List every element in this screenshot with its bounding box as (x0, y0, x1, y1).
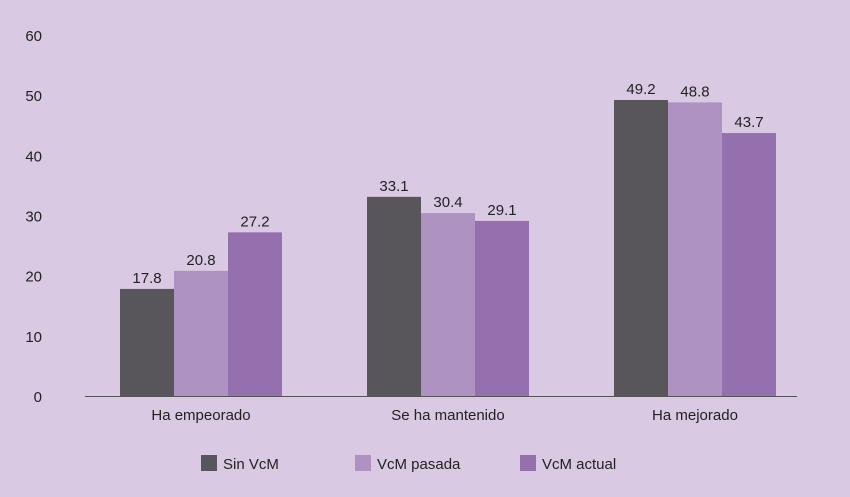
bar (421, 213, 475, 396)
bar (722, 133, 776, 397)
bar (174, 270, 228, 396)
y-tick-label: 20 (25, 269, 42, 286)
bar (475, 220, 529, 396)
legend-swatch (201, 455, 217, 471)
legend-label: Sin VcM (223, 456, 279, 473)
y-tick-label: 10 (25, 329, 42, 346)
data-label: 29.1 (487, 202, 516, 219)
y-tick-label: 40 (25, 148, 42, 165)
data-label: 30.4 (433, 194, 462, 211)
data-label: 33.1 (379, 178, 408, 195)
category-label: Ha mejorado (652, 407, 738, 424)
bar (614, 99, 668, 396)
bar (228, 232, 282, 396)
data-label: 48.8 (680, 83, 709, 100)
category-label: Ha empeorado (151, 407, 250, 424)
legend-swatch (355, 455, 371, 471)
legend-label: VcM actual (542, 456, 616, 473)
bar (668, 102, 722, 397)
data-label: 49.2 (626, 81, 655, 98)
bars-group (120, 99, 776, 397)
data-label: 43.7 (734, 114, 763, 131)
y-axis-ticks: 0 10 20 30 40 50 60 (25, 28, 42, 406)
y-tick-label: 60 (25, 28, 42, 45)
y-tick-label: 0 (34, 389, 42, 406)
bar (120, 288, 174, 396)
legend: Sin VcM VcM pasada VcM actual (201, 455, 616, 473)
category-labels-group: Ha empeorado Se ha mantenido Ha mejorado (151, 407, 738, 424)
y-tick-label: 50 (25, 88, 42, 105)
y-tick-label: 30 (25, 209, 42, 226)
legend-label: VcM pasada (377, 456, 461, 473)
data-labels-group: 17.8 20.8 27.2 33.1 30.4 29.1 49.2 48.8 43.7 (132, 81, 763, 287)
bar (367, 196, 421, 396)
data-label: 17.8 (132, 270, 161, 287)
legend-swatch (520, 455, 536, 471)
data-label: 27.2 (240, 213, 269, 230)
category-label: Se ha mantenido (391, 407, 504, 424)
data-label: 20.8 (186, 252, 215, 269)
